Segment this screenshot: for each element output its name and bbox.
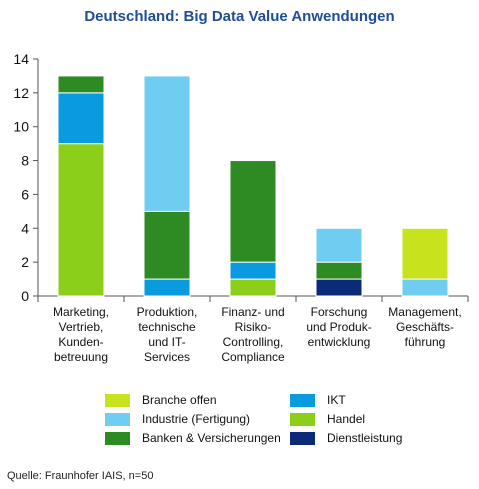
x-tick-label-line: Marketing, [53,305,109,319]
bar-segment [143,75,191,212]
x-tick-label: Marketing, Vertrieb, Kunden-betreuung [53,305,109,364]
y-tick-label: 0 [21,288,29,304]
x-tick-label-line: Produktion, [137,305,198,319]
y-tick-label: 2 [21,254,29,270]
legend-label: Dienstleistung [327,431,403,445]
legend-item: IKT [290,393,346,407]
legend-swatch [105,412,130,426]
legend-label: Handel [327,412,366,426]
legend-swatch [290,393,315,407]
x-tick-label: Forschung und Produk-entwicklung [306,305,371,349]
legend-item: Industrie (Fertigung) [105,412,250,426]
legend-swatch [290,412,315,426]
x-tick-label-line: betreuung [54,350,108,364]
x-tick-label-line: technische [138,320,196,334]
x-tick-label-line: Geschäfts- [396,320,454,334]
chart-plot: 0 2 4 6 8 10 12 14 Marketing, Vertrieb, Kunden-bet… [13,51,469,364]
x-tick-label: Finanz- und Risiko-Controlling, Compliance [221,305,285,364]
legend-item: Dienstleistung [290,431,402,445]
x-tick-label: Produktion, technische und IT-Services [137,305,198,364]
bar-segment [315,227,363,263]
legend-label: Branche offen [142,393,217,407]
bar-segment [57,92,105,145]
x-tick-label-line: Finanz- und [221,305,284,319]
x-tick-label-line: Kunden- [58,335,103,349]
y-tick-label: 14 [13,51,29,67]
x-tick-label-line: entwicklung [308,335,371,349]
bar-segment [229,261,277,280]
bar-segment [229,160,277,263]
y-tick-label: 4 [21,220,29,236]
legend-item: Banken & Versicherungen [105,431,281,445]
legend-label: Banken & Versicherungen [142,431,281,445]
chart-title: Deutschland: Big Data Value Anwendungen [84,8,395,25]
legend-swatch [105,393,130,407]
legend-label: IKT [327,393,346,407]
x-tick-label-line: und IT- [148,335,185,349]
bar-segment [229,278,277,297]
source-note: Quelle: Fraunhofer IAIS, n=50 [7,470,154,482]
x-tick-label-line: Forschung [311,305,368,319]
bar-segment [315,261,363,280]
legend-label: Industrie (Fertigung) [142,412,251,426]
y-tick-label: 8 [21,153,29,169]
bar-segment [401,278,449,297]
legend-item: Handel [290,412,365,426]
y-tick-label: 10 [13,119,29,135]
x-tick-label-line: Compliance [221,350,285,364]
x-tick-label-line: Vertrieb, [59,320,104,334]
x-tick-label-line: Risiko- [235,320,272,334]
legend-swatch [105,431,130,445]
x-tick-label-line: Management, [388,305,461,319]
x-tick-label-line: führung [405,335,446,349]
x-tick-label-line: Controlling, [223,335,284,349]
bar-segment [315,278,363,297]
bar-segment [143,210,191,280]
x-tick-label-line: Services [144,350,190,364]
bar-segment [57,143,105,297]
x-tick-label-line: und Produk- [306,320,371,334]
bar-segment [401,227,449,280]
y-tick-label: 6 [21,186,29,202]
y-tick-label: 12 [13,85,29,101]
legend-item: Branche offen [105,393,217,407]
bar-segment [57,75,105,94]
legend-swatch [290,431,315,445]
bar-segment [143,278,191,297]
x-tick-label: Management, Geschäfts-führung [388,305,461,349]
